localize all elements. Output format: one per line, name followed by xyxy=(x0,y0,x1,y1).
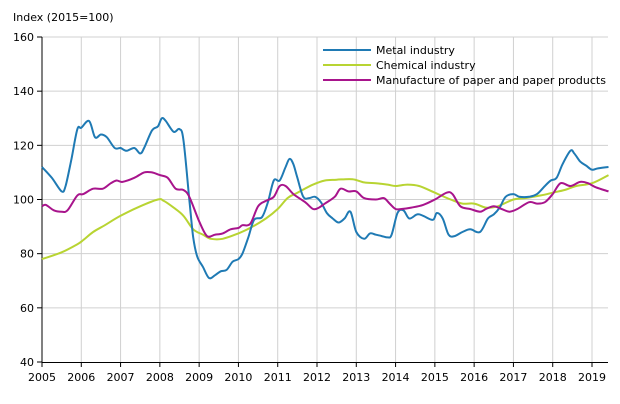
x-tick-label: 2016 xyxy=(460,371,488,384)
x-tick-label: 2017 xyxy=(499,371,527,384)
y-tick-label: 160 xyxy=(13,31,34,44)
x-tick-label: 2014 xyxy=(382,371,410,384)
series-line-metal-industry xyxy=(41,116,609,280)
y-axis-label: Index (2015=100) xyxy=(13,11,114,24)
y-tick-label: 100 xyxy=(13,194,34,207)
x-tick-label: 2007 xyxy=(107,371,135,384)
x-tick-label: 2010 xyxy=(224,371,252,384)
x-tick-label: 2006 xyxy=(67,371,95,384)
y-tick-label: 40 xyxy=(20,356,34,369)
y-tick-label: 80 xyxy=(20,248,34,261)
x-tick-label: 2011 xyxy=(264,371,292,384)
legend: Metal industry Chemical industry Manufactu… xyxy=(323,44,606,87)
x-tick-label: 2012 xyxy=(303,371,331,384)
y-tick-label: 60 xyxy=(20,302,34,315)
x-tick-label: 2019 xyxy=(578,371,606,384)
x-tick-label: 2008 xyxy=(146,371,174,384)
legend-label: Chemical industry xyxy=(376,59,476,72)
series-lines xyxy=(41,116,609,280)
y-tick-label: 140 xyxy=(13,85,34,98)
series-line-chemical-industry xyxy=(41,174,609,261)
series-line-manufacture-of-paper-and-paper-products xyxy=(41,170,609,238)
legend-label: Manufacture of paper and paper products xyxy=(376,74,606,87)
x-tick-label: 2018 xyxy=(539,371,567,384)
x-tick-label: 2005 xyxy=(28,371,56,384)
axis-ticks: 40 60 80 100 120 140 160 2005 2006 2007 2008 2009 20… xyxy=(13,31,608,384)
x-tick-label: 2015 xyxy=(421,371,449,384)
x-tick-label: 2009 xyxy=(185,371,213,384)
legend-label: Metal industry xyxy=(376,44,455,57)
y-tick-label: 120 xyxy=(13,139,34,152)
x-tick-label: 2013 xyxy=(342,371,370,384)
